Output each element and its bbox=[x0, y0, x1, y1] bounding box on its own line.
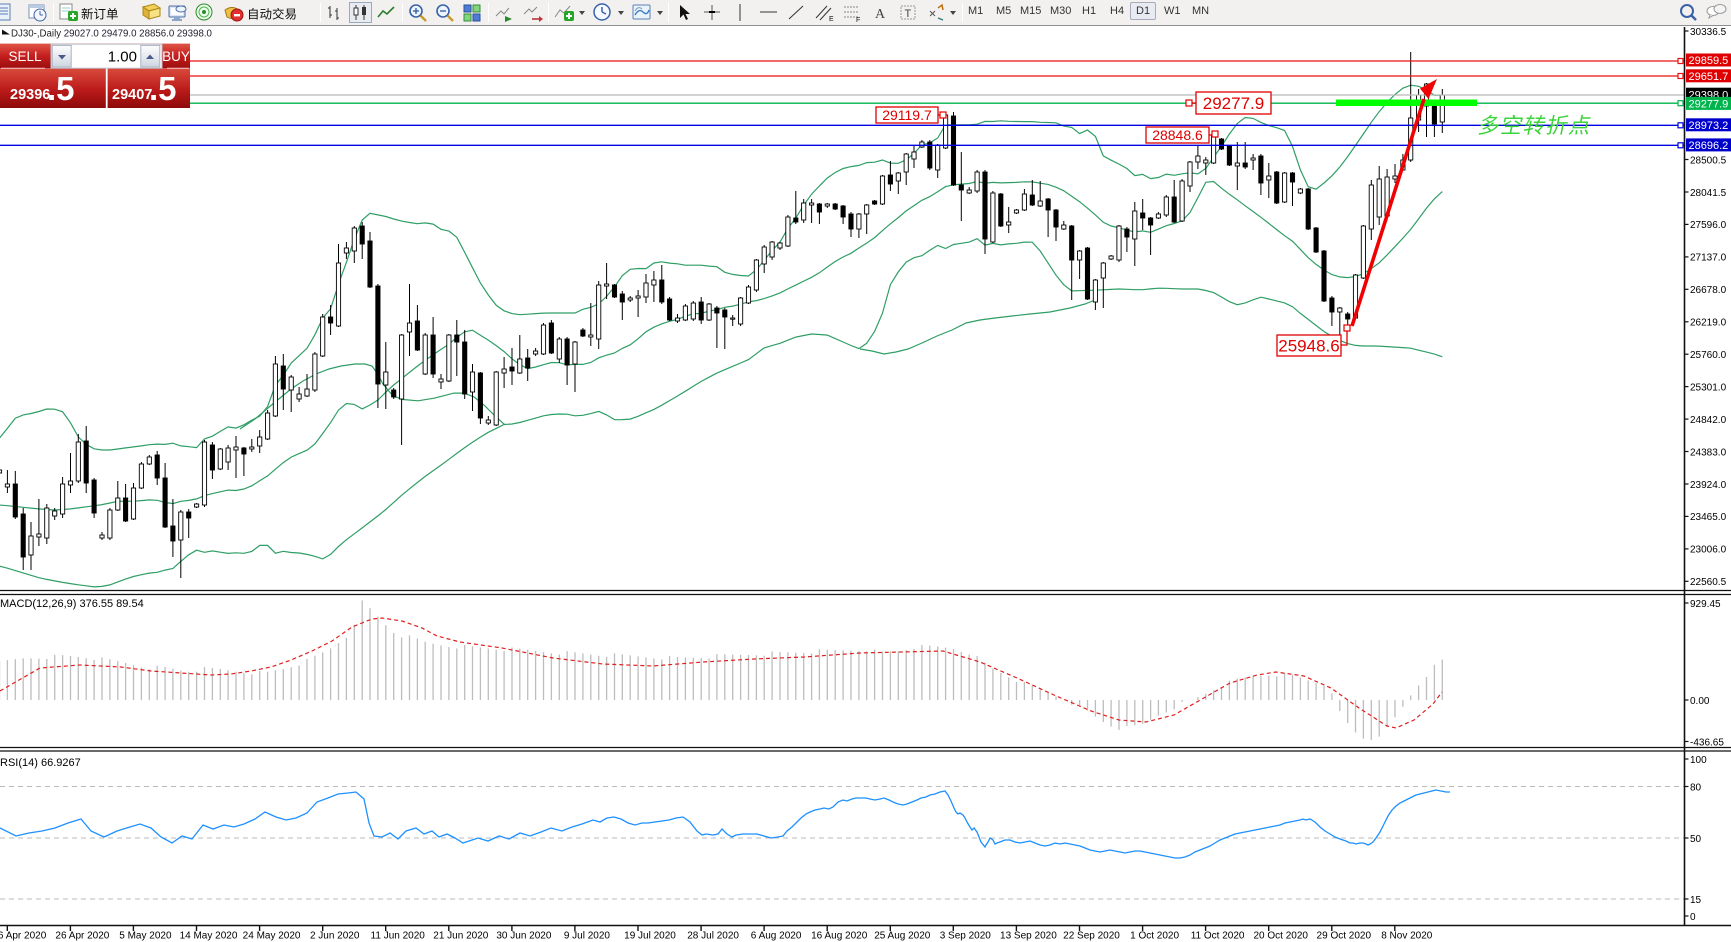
svg-text:16 Apr 2020: 16 Apr 2020 bbox=[0, 931, 47, 942]
svg-text:8 Nov 2020: 8 Nov 2020 bbox=[1381, 931, 1433, 942]
svg-text:25760.0: 25760.0 bbox=[1690, 350, 1727, 361]
svg-text:29277.9: 29277.9 bbox=[1689, 99, 1729, 111]
svg-text:25 Aug 2020: 25 Aug 2020 bbox=[874, 931, 931, 942]
svg-text:MACD(12,26,9) 376.55 89.54: MACD(12,26,9) 376.55 89.54 bbox=[0, 598, 144, 610]
svg-text:25948.6: 25948.6 bbox=[1278, 337, 1339, 356]
svg-text:28 Jul 2020: 28 Jul 2020 bbox=[687, 931, 739, 942]
svg-text:26 Apr 2020: 26 Apr 2020 bbox=[55, 931, 109, 942]
svg-text:100: 100 bbox=[1690, 755, 1707, 766]
svg-text:28973.2: 28973.2 bbox=[1689, 120, 1729, 132]
svg-text:29859.5: 29859.5 bbox=[1689, 55, 1729, 67]
svg-text:26219.0: 26219.0 bbox=[1690, 318, 1727, 329]
svg-text:29651.7: 29651.7 bbox=[1689, 71, 1729, 83]
svg-text:29 Oct 2020: 29 Oct 2020 bbox=[1317, 931, 1372, 942]
svg-text:929.45: 929.45 bbox=[1690, 599, 1721, 610]
svg-text:24383.0: 24383.0 bbox=[1690, 447, 1727, 458]
svg-text:23006.0: 23006.0 bbox=[1690, 545, 1727, 556]
svg-text:30336.5: 30336.5 bbox=[1690, 27, 1727, 38]
svg-text:50: 50 bbox=[1690, 834, 1702, 845]
svg-text:80: 80 bbox=[1690, 782, 1702, 793]
svg-text:6 Aug 2020: 6 Aug 2020 bbox=[751, 931, 802, 942]
svg-text:15: 15 bbox=[1690, 895, 1702, 906]
svg-text:11 Oct 2020: 11 Oct 2020 bbox=[1191, 931, 1245, 942]
svg-text:9 Jul 2020: 9 Jul 2020 bbox=[564, 931, 611, 942]
svg-text:27596.0: 27596.0 bbox=[1690, 220, 1727, 231]
svg-text:RSI(14) 66.9267: RSI(14) 66.9267 bbox=[0, 757, 81, 769]
svg-text:28500.5: 28500.5 bbox=[1690, 155, 1727, 166]
svg-text:T: T bbox=[905, 8, 912, 20]
svg-text:23465.0: 23465.0 bbox=[1690, 512, 1727, 523]
svg-text:26678.0: 26678.0 bbox=[1690, 285, 1727, 296]
svg-text:-436.65: -436.65 bbox=[1690, 737, 1724, 748]
svg-text:22560.5: 22560.5 bbox=[1690, 577, 1727, 588]
svg-text:13 Sep 2020: 13 Sep 2020 bbox=[1000, 931, 1057, 942]
svg-text:F: F bbox=[856, 17, 860, 23]
svg-text:A: A bbox=[875, 7, 886, 22]
svg-text:0.00: 0.00 bbox=[1690, 696, 1710, 707]
svg-text:DJ30-,Daily 29027.0 29479.0 2: DJ30-,Daily 29027.0 29479.0 28856.0 2939… bbox=[11, 29, 213, 40]
svg-text:28696.2: 28696.2 bbox=[1689, 140, 1729, 152]
svg-text:28848.6: 28848.6 bbox=[1152, 127, 1203, 143]
svg-text:5 May 2020: 5 May 2020 bbox=[119, 931, 172, 942]
svg-text:27137.0: 27137.0 bbox=[1690, 253, 1727, 264]
svg-text:24842.0: 24842.0 bbox=[1690, 415, 1727, 426]
svg-text:29396: 29396 bbox=[10, 87, 50, 103]
svg-text:29119.7: 29119.7 bbox=[882, 107, 932, 123]
svg-text:3 Sep 2020: 3 Sep 2020 bbox=[940, 931, 992, 942]
svg-text:29277.9: 29277.9 bbox=[1203, 94, 1264, 113]
svg-text:22 Sep 2020: 22 Sep 2020 bbox=[1063, 931, 1120, 942]
svg-text:21 Jun 2020: 21 Jun 2020 bbox=[433, 931, 488, 942]
svg-text:BUY: BUY bbox=[162, 49, 190, 64]
svg-text:11 Jun 2020: 11 Jun 2020 bbox=[371, 931, 426, 942]
svg-text:14 May 2020: 14 May 2020 bbox=[180, 931, 238, 942]
svg-text:28041.5: 28041.5 bbox=[1690, 188, 1727, 199]
svg-text:19 Jul 2020: 19 Jul 2020 bbox=[624, 931, 676, 942]
svg-text:2 Jun 2020: 2 Jun 2020 bbox=[310, 931, 360, 942]
svg-text:.5: .5 bbox=[47, 70, 75, 107]
svg-text:.5: .5 bbox=[149, 70, 177, 107]
svg-text:29407: 29407 bbox=[112, 87, 152, 103]
svg-text:1.00: 1.00 bbox=[108, 49, 137, 66]
svg-text:20 Oct 2020: 20 Oct 2020 bbox=[1253, 931, 1308, 942]
svg-text:1 Oct 2020: 1 Oct 2020 bbox=[1130, 931, 1179, 942]
svg-text:16 Aug 2020: 16 Aug 2020 bbox=[811, 931, 868, 942]
svg-text:SELL: SELL bbox=[8, 49, 42, 64]
svg-text:24 May 2020: 24 May 2020 bbox=[243, 931, 301, 942]
svg-text:25301.0: 25301.0 bbox=[1690, 382, 1727, 393]
svg-text:23924.0: 23924.0 bbox=[1690, 480, 1727, 491]
svg-text:0: 0 bbox=[1690, 912, 1696, 923]
svg-text:30 Jun 2020: 30 Jun 2020 bbox=[496, 931, 551, 942]
svg-text:E: E bbox=[829, 16, 834, 23]
